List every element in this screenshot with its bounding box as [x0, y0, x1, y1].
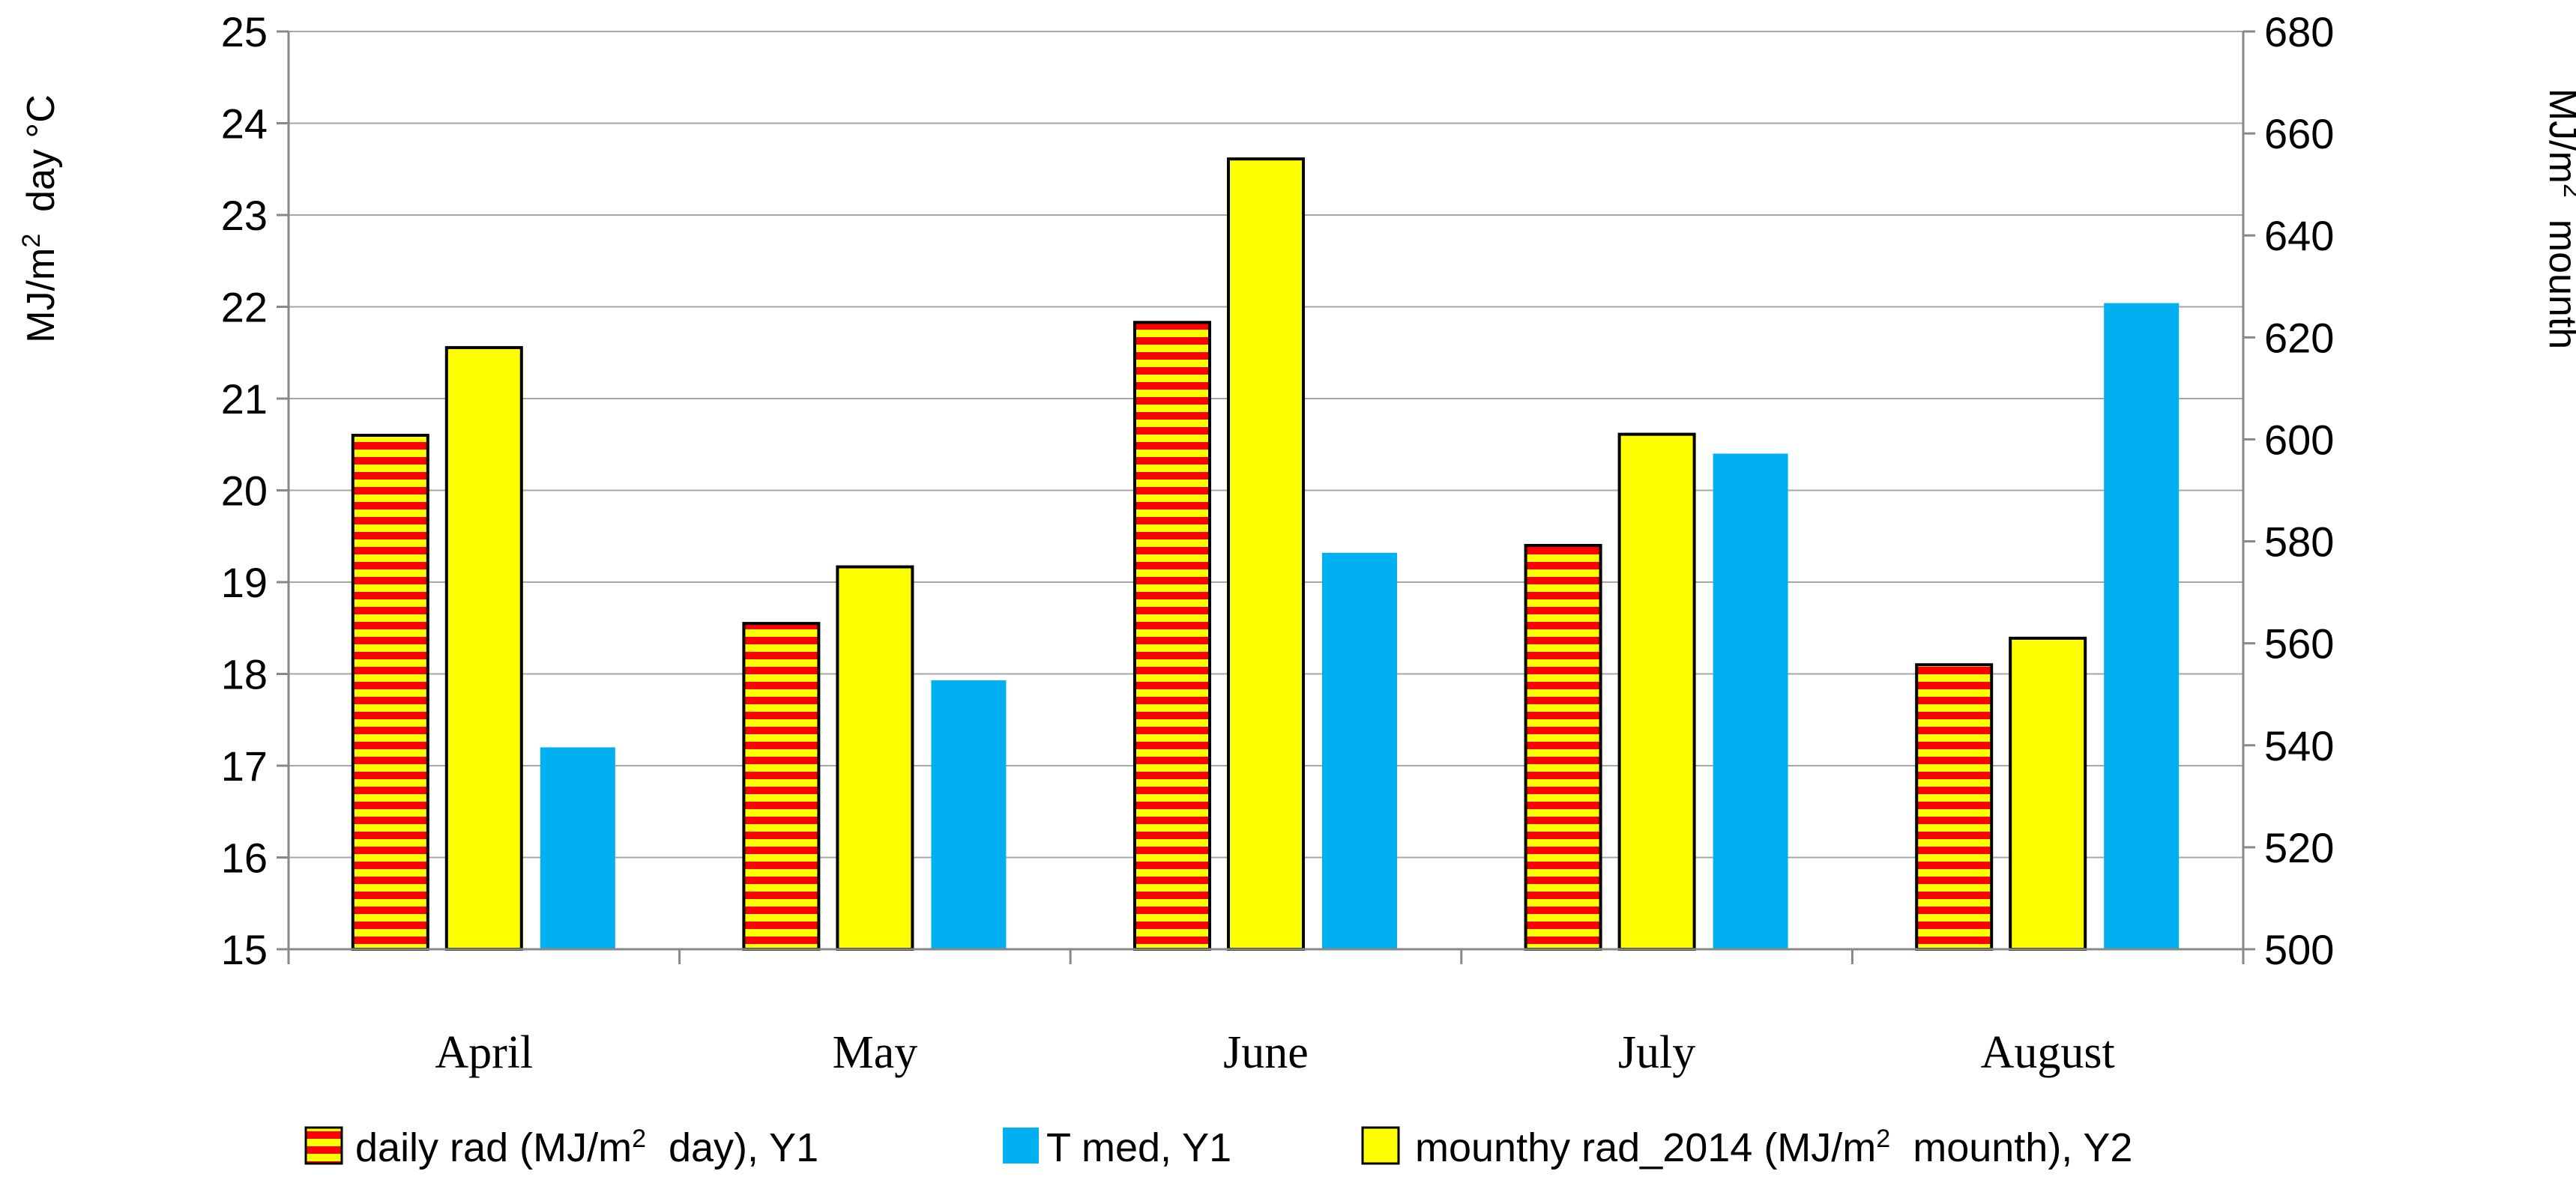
- y2-tick-label: 520: [2264, 824, 2334, 871]
- legend-label-daily-rad: daily rad (MJ/m2 day), Y1: [355, 1125, 818, 1170]
- bar-t-med-june: [1322, 552, 1397, 949]
- bar-daily-rad-may: [742, 622, 821, 951]
- x-tick-label: July: [1618, 1027, 1695, 1078]
- x-tick-label: August: [1981, 1027, 2115, 1078]
- bar-monthly-rad-july: [1617, 432, 1696, 951]
- y2-tick-label: 580: [2264, 518, 2334, 566]
- y1-tick-label: 15: [221, 926, 268, 973]
- y2-tick-label: 620: [2264, 314, 2334, 361]
- legend: daily rad (MJ/m2 day), Y1 T med, Y1 moun…: [304, 1125, 2132, 1170]
- y2-tick-label: 560: [2264, 620, 2334, 668]
- x-tick-label: May: [833, 1027, 918, 1078]
- x-tick-label: June: [1223, 1027, 1309, 1078]
- y2-tick-label: 600: [2264, 416, 2334, 463]
- bar-daily-rad-august: [1915, 663, 1994, 951]
- y1-tick-label: 17: [221, 742, 268, 790]
- bar-monthly-rad-may: [836, 565, 914, 951]
- bar-daily-rad-april: [351, 434, 429, 951]
- bar-t-med-april: [540, 747, 615, 949]
- y1-tick-label: 21: [221, 375, 268, 423]
- y2-tick-label: 640: [2264, 212, 2334, 259]
- y1-tick-label: 23: [221, 192, 268, 239]
- legend-label-monthly-rad: mounthy rad_2014 (MJ/m2 mounth), Y2: [1415, 1125, 2132, 1170]
- bar-t-med-may: [931, 680, 1007, 949]
- legend-swatch-monthly-rad: [1361, 1126, 1400, 1165]
- bar-monthly-rad-august: [2009, 636, 2087, 951]
- y1-tick-label: 20: [221, 468, 268, 515]
- legend-swatch-t-med: [1003, 1128, 1039, 1164]
- bars: [351, 157, 2180, 951]
- legend-label-t-med: T med, Y1: [1046, 1125, 1231, 1170]
- y2-tick-label: 500: [2264, 926, 2334, 973]
- y1-axis-title: MJ/m2 day °C: [17, 94, 63, 343]
- y2-tick-label: 660: [2264, 110, 2334, 157]
- y1-tick-label: 19: [221, 559, 268, 606]
- y1-tick-label: 18: [221, 651, 268, 698]
- y1-tick-label: 25: [221, 8, 268, 55]
- bar-daily-rad-june: [1133, 321, 1211, 951]
- bar-t-med-july: [1713, 453, 1788, 949]
- y1-tick-label: 16: [221, 835, 268, 882]
- axes: 15 16 17 18 19 20 21 22 23 24 25 500 520 540 560 580 600…: [221, 8, 2335, 1078]
- legend-swatch-daily-rad: [304, 1126, 343, 1165]
- y2-axis-title: MJ/m2 mounth: [2541, 88, 2576, 349]
- bar-daily-rad-july: [1524, 544, 1602, 951]
- y1-tick-label: 24: [221, 100, 268, 148]
- x-tick-label: April: [435, 1027, 533, 1078]
- y2-tick-label: 540: [2264, 722, 2334, 769]
- bar-t-med-august: [2104, 303, 2180, 950]
- y1-tick-label: 22: [221, 284, 268, 331]
- bar-monthly-rad-april: [444, 345, 523, 951]
- y2-tick-label: 680: [2264, 8, 2334, 55]
- bar-monthly-rad-june: [1227, 157, 1305, 951]
